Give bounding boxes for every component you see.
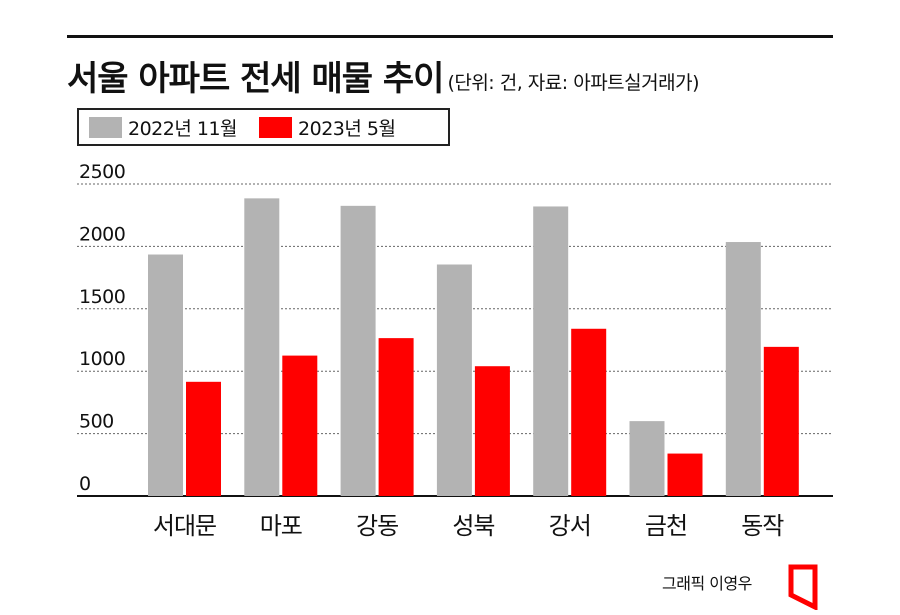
bar-2022 xyxy=(725,242,761,496)
chart-title: 서울 아파트 전세 매물 추이 xyxy=(67,59,444,99)
bar-2023 xyxy=(763,346,799,496)
x-category-label: 강서 xyxy=(549,512,591,540)
legend-label-2022: 2022년 11월 xyxy=(128,117,238,140)
y-tick-label: 1000 xyxy=(79,348,125,370)
legend-swatch-2022 xyxy=(89,116,122,138)
x-category-label: 강동 xyxy=(356,512,398,540)
bar-2022 xyxy=(629,421,665,496)
bar-2023 xyxy=(667,453,703,496)
y-tick-label: 0 xyxy=(79,473,91,495)
red-bracket-logo-icon xyxy=(788,564,818,610)
legend-label-2023: 2023년 5월 xyxy=(298,117,396,140)
legend: 2022년 11월 2023년 5월 xyxy=(77,108,450,146)
x-category-label: 성북 xyxy=(452,512,494,540)
y-tick-label: 2500 xyxy=(79,161,125,183)
graphic-credit: 그래픽 이영우 xyxy=(662,574,752,593)
title-row: 서울 아파트 전세 매물 추이 (단위: 건, 자료: 아파트실거래가) xyxy=(67,50,699,100)
bar-2022 xyxy=(340,205,376,496)
bar-2022 xyxy=(436,264,472,496)
bar-2023 xyxy=(186,381,221,496)
legend-item-2022: 2022년 11월 xyxy=(89,114,238,141)
x-category-label: 마포 xyxy=(260,512,302,540)
legend-swatch-2023 xyxy=(259,116,293,138)
bar-2022 xyxy=(533,206,569,497)
bar-2023 xyxy=(282,355,318,496)
bar-2022 xyxy=(148,254,183,496)
bar-2023 xyxy=(474,366,510,496)
bar-2022 xyxy=(244,198,280,497)
bar-2023 xyxy=(571,328,607,496)
bar-2023 xyxy=(378,338,414,496)
y-tick-label: 500 xyxy=(79,411,114,433)
x-category-label: 서대문 xyxy=(153,512,216,540)
top-rule xyxy=(67,35,833,38)
y-tick-label: 2000 xyxy=(79,223,125,245)
chart-subtitle: (단위: 건, 자료: 아파트실거래가) xyxy=(447,72,699,94)
x-category-label: 금천 xyxy=(645,512,687,540)
legend-item-2023: 2023년 5월 xyxy=(259,114,396,141)
x-category-label: 동작 xyxy=(741,512,784,540)
y-tick-label: 1500 xyxy=(79,286,125,308)
